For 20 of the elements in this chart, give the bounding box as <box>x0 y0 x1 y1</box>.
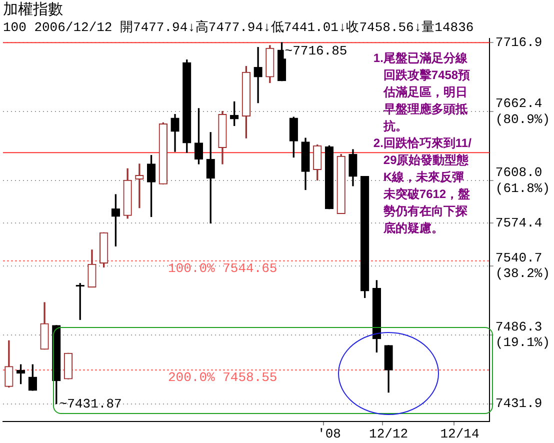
y-tick-label: 7716.9 <box>495 34 542 50</box>
x-tick-label: '08 <box>318 426 341 442</box>
annotation: 1.尾盤已滿足分線回跌攻擊7458預估滿足區，明日早盤理應多頭抵抗。 <box>373 50 470 133</box>
candlestick <box>254 47 262 104</box>
y-tick-label: 7431.9 <box>495 396 542 412</box>
x-tick-label: 12/12 <box>369 426 408 442</box>
ref-line-label: 100.0% 7544.65 <box>168 260 278 276</box>
y-tick-label: 7574.4 <box>495 216 542 231</box>
candlestick <box>135 164 144 208</box>
x-tick-label: 12/14 <box>440 426 480 442</box>
annotation: ~7431.87 <box>59 396 122 412</box>
y-tick-label: 7662.4 (80.9%) <box>495 96 550 127</box>
chart-title: 加權指數 <box>3 0 63 18</box>
ref-line-label: 200.0% 7458.55 <box>168 370 278 385</box>
annotation: ~7716.85 <box>284 44 348 59</box>
y-tick-label: 7486.3 (19.1%) <box>495 319 550 350</box>
annotation: 2.回跌恰巧來到11/29原始發動型態K線，未來反彈未突破7612，盤勢仍有在向下探底的疑慮。 <box>373 136 472 235</box>
chart-subtitle: 100 2006/12/12 開7477.94↓高7477.94↓低7441.01↓收7458.56↓量14836 <box>3 19 474 36</box>
y-tick-label: 7608.0 (61.8%) <box>495 165 550 196</box>
y-tick-label: 7540.7 (38.2%) <box>495 250 550 282</box>
